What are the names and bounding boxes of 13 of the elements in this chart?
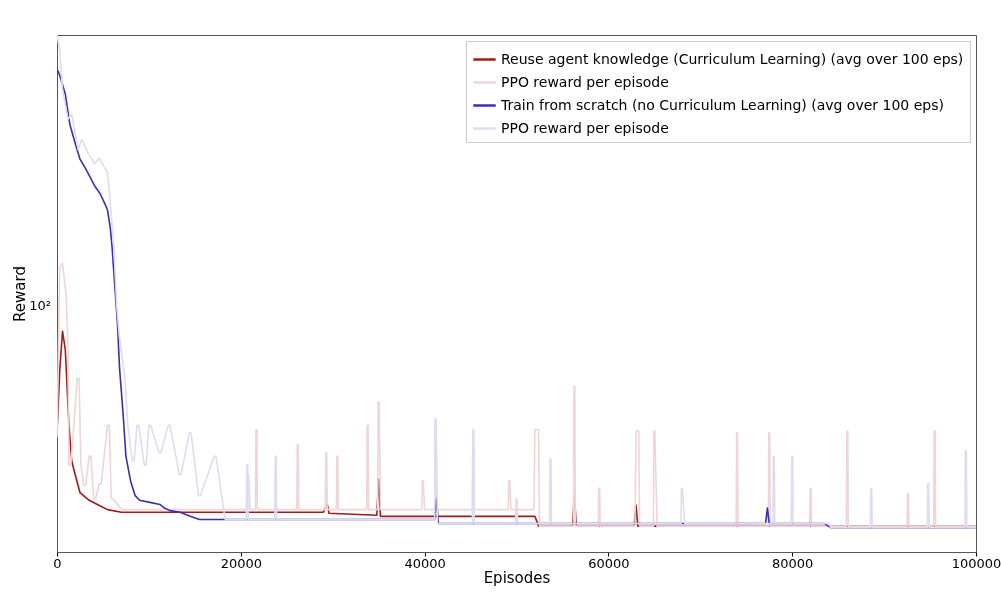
x-tick-label: 40000	[404, 555, 446, 571]
x-tick-label: 0	[53, 555, 62, 571]
legend-label: PPO reward per episode	[501, 73, 669, 90]
text: 10²	[29, 298, 51, 313]
legend-label: Reuse agent knowledge (Curriculum Learning) (avg over 100 eps)	[501, 50, 964, 67]
x-tick-label: 80000	[772, 555, 814, 571]
x-tick-label: 100000	[951, 555, 1001, 571]
x-axis-title: Episodes	[483, 568, 551, 587]
y-axis-title: Reward	[10, 266, 29, 322]
x-tick-label: 20000	[220, 555, 262, 571]
legend-label: Train from scratch (no Curriculum Learning) (avg over 100 eps)	[500, 96, 944, 113]
legend-label: PPO reward per episode	[501, 119, 669, 136]
x-tick-label: 60000	[588, 555, 630, 571]
